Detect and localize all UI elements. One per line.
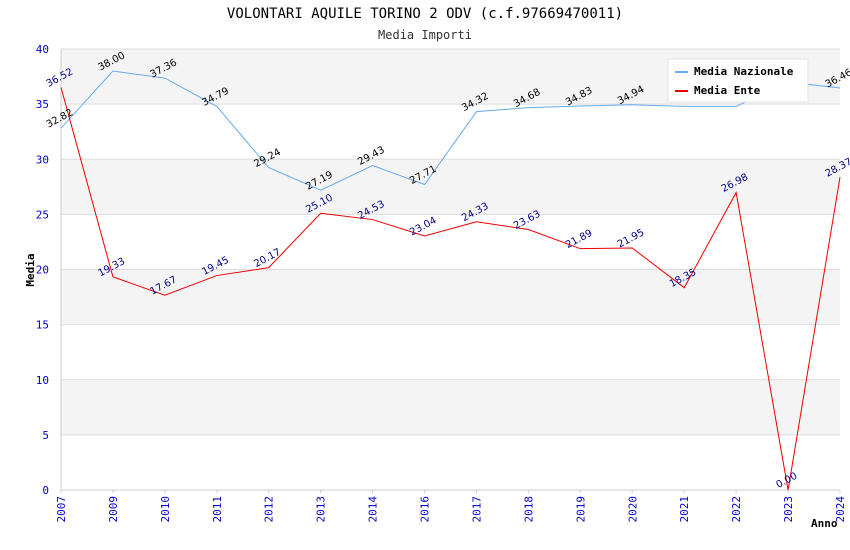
y-tick-label: 25 xyxy=(36,208,49,221)
legend-label-media-ente: Media Ente xyxy=(694,84,761,97)
legend-box xyxy=(667,58,809,103)
x-tick-label: 2022 xyxy=(730,496,743,523)
y-tick-label: 0 xyxy=(42,484,49,497)
grid-band xyxy=(61,269,840,325)
x-tick-label: 2014 xyxy=(367,496,380,523)
x-tick-label: 2010 xyxy=(159,496,172,523)
y-tick-label: 15 xyxy=(36,319,49,332)
background-bands xyxy=(61,49,840,490)
grid-band xyxy=(61,214,840,270)
x-tick-label: 2013 xyxy=(315,496,328,523)
x-tick-label: 2017 xyxy=(470,496,483,523)
x-tick-label: 2016 xyxy=(419,496,432,523)
x-tick-label: 2018 xyxy=(522,496,535,523)
grid-band xyxy=(61,434,840,490)
series-line-media-ente xyxy=(60,87,841,491)
chart-subtitle: Media Importi xyxy=(378,28,472,42)
y-tick-label: 10 xyxy=(36,374,49,387)
y-tick-label: 40 xyxy=(36,43,49,56)
x-tick-label: 2021 xyxy=(678,496,691,523)
grid-band xyxy=(61,159,840,215)
series-line-media-nazionale xyxy=(60,70,841,191)
y-tick-label: 30 xyxy=(36,153,49,166)
x-tick-label: 2019 xyxy=(574,496,587,523)
y-tick-label: 5 xyxy=(42,429,49,442)
x-tick-labels: 2007 2009 2010 2011 2012 2013 2014 2016 2017 2018… xyxy=(55,496,847,523)
grid-band xyxy=(61,104,840,160)
legend: Media Nazionale Media Ente xyxy=(667,58,809,103)
x-tick-label: 2011 xyxy=(211,496,224,523)
series-lines xyxy=(60,70,841,491)
x-tick-label: 2024 xyxy=(834,496,847,523)
x-tick-label: 2009 xyxy=(107,496,120,523)
x-tick-label: 2007 xyxy=(55,496,68,523)
x-tick-label: 2012 xyxy=(263,496,276,523)
y-tick-label: 20 xyxy=(36,264,49,277)
y-tick-labels: 0 5 10 15 20 25 30 35 40 xyxy=(36,43,49,497)
x-tick-label: 2020 xyxy=(626,496,639,523)
y-axis-title: Media xyxy=(24,253,37,286)
y-tick-label: 35 xyxy=(36,98,49,111)
axes xyxy=(60,49,841,493)
grid-band xyxy=(61,324,840,380)
x-tick-label: 2023 xyxy=(782,496,795,523)
legend-label-media-nazionale: Media Nazionale xyxy=(694,65,794,78)
chart-title: VOLONTARI AQUILE TORINO 2 ODV (c.f.97669… xyxy=(227,6,623,22)
grid-band xyxy=(61,379,840,435)
x-axis-title: Anno xyxy=(811,517,838,530)
